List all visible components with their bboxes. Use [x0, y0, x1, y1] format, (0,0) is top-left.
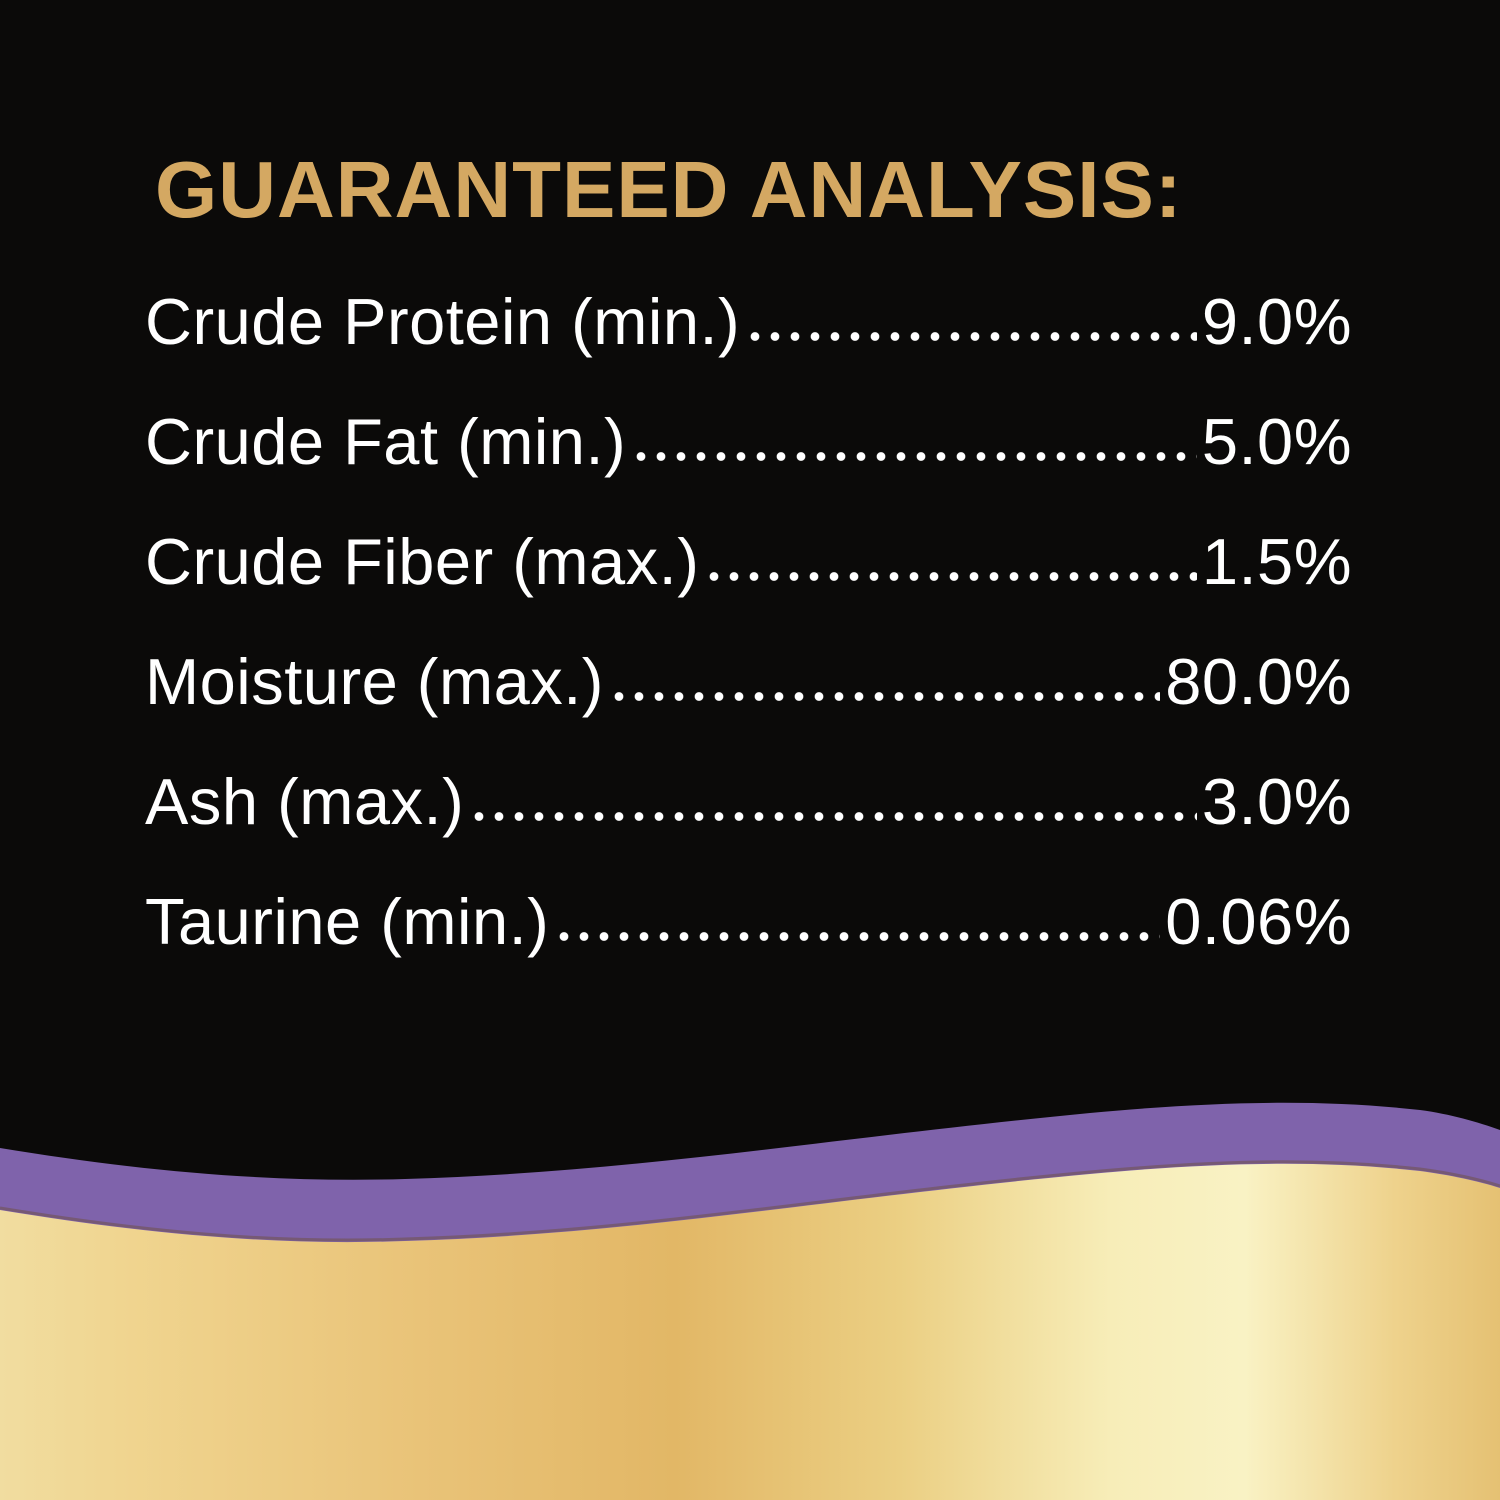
- section-title: GUARANTEED ANALYSIS:: [155, 145, 1183, 234]
- row-label: Moisture (max.): [145, 645, 604, 718]
- analysis-row-taurine: Taurine (min.) 0.06%: [145, 888, 1352, 954]
- analysis-row-ash: Ash (max.) 3.0%: [145, 768, 1352, 834]
- row-value: 5.0%: [1201, 405, 1352, 478]
- analysis-row-crude-fiber: Crude Fiber (max.) 1.5%: [145, 528, 1352, 594]
- row-value: 0.06%: [1165, 885, 1352, 958]
- row-value: 3.0%: [1201, 765, 1352, 838]
- row-label: Ash (max.): [145, 765, 465, 838]
- row-label: Crude Protein (min.): [145, 285, 741, 358]
- guaranteed-analysis-section: GUARANTEED ANALYSIS: Crude Protein (min.…: [145, 145, 1352, 954]
- analysis-rows: Crude Protein (min.) 9.0% Crude Fat (min…: [145, 288, 1352, 954]
- row-label: Crude Fat (min.): [145, 405, 627, 478]
- row-label: Crude Fiber (max.): [145, 525, 700, 598]
- analysis-row-crude-protein: Crude Protein (min.) 9.0%: [145, 288, 1352, 354]
- row-value: 1.5%: [1201, 525, 1352, 598]
- row-label: Taurine (min.): [145, 885, 550, 958]
- row-value: 9.0%: [1201, 285, 1352, 358]
- analysis-row-moisture: Moisture (max.) 80.0%: [145, 648, 1352, 714]
- bottom-wave-decoration: [0, 1102, 1500, 1500]
- wave-gold-edge-shadow: [0, 1160, 1500, 1242]
- row-value: 80.0%: [1165, 645, 1352, 718]
- analysis-row-crude-fat: Crude Fat (min.) 5.0%: [145, 408, 1352, 474]
- wave-gold-fill: [0, 1163, 1500, 1500]
